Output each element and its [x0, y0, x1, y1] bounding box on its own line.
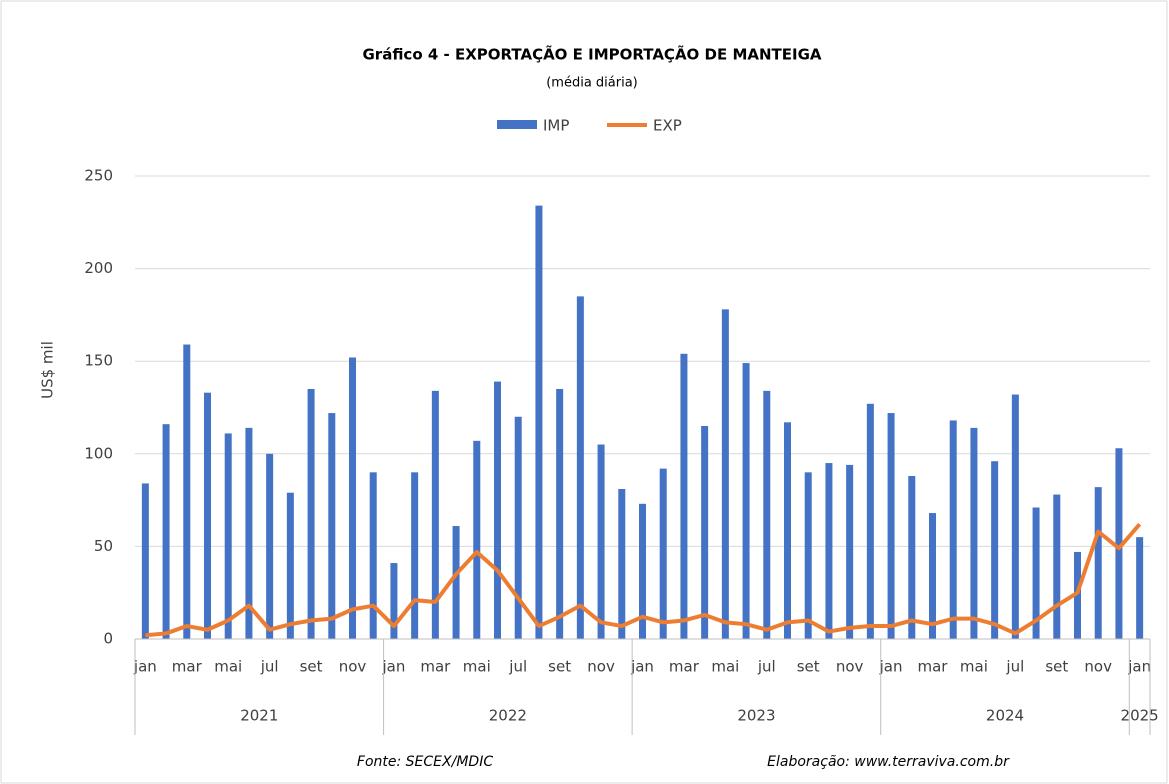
y-tick-label: 150: [84, 352, 113, 370]
bar: [659, 468, 667, 639]
bar: [494, 381, 501, 639]
bar: [452, 526, 460, 639]
bar: [328, 413, 336, 639]
bar: [183, 344, 191, 639]
legend-label: EXP: [653, 117, 682, 135]
bar: [721, 309, 729, 639]
bar: [266, 453, 274, 639]
bar: [431, 390, 439, 639]
bar: [908, 476, 916, 639]
bar: [224, 433, 232, 639]
x-tick-label: mai: [463, 658, 491, 676]
x-tick-label: mai: [960, 658, 988, 676]
bar: [804, 472, 812, 639]
bar: [390, 563, 398, 639]
year-label: 2024: [986, 707, 1024, 725]
bar: [411, 472, 419, 639]
bar: [245, 427, 253, 639]
x-tick-label: mar: [172, 658, 203, 676]
bar: [1136, 537, 1144, 639]
x-tick-label: mar: [420, 658, 451, 676]
x-tick-label: jan: [879, 658, 903, 676]
bar: [349, 357, 356, 639]
bar: [204, 392, 211, 639]
bar: [556, 388, 564, 639]
x-tick-label: set: [797, 658, 820, 676]
bar: [680, 353, 688, 639]
y-tick-label: 250: [84, 167, 113, 185]
bar: [970, 427, 978, 639]
bar: [1074, 551, 1081, 639]
bar: [1032, 507, 1040, 639]
source: Fonte: SECEX/MDIC: [357, 754, 493, 770]
bar: [887, 413, 895, 639]
year-label: 2021: [240, 707, 278, 725]
bar: [597, 444, 605, 639]
y-tick-label: 100: [84, 444, 113, 462]
bar: [763, 390, 771, 639]
x-tick-label: mai: [214, 658, 242, 676]
y-tick-label: 0: [103, 630, 113, 648]
chart-title: Gráfico 4 - EXPORTAÇÃO E IMPORTAÇÃO DE M…: [362, 45, 821, 64]
bar: [949, 420, 957, 639]
x-tick-label: mai: [711, 658, 739, 676]
credit: Elaboração: www.terraviva.com.br: [767, 754, 1010, 770]
x-tick-label: jul: [508, 658, 527, 676]
bar: [1115, 448, 1123, 639]
x-tick-label: jan: [133, 658, 157, 676]
x-tick-label: nov: [1084, 658, 1112, 676]
x-tick-label: jan: [1127, 658, 1151, 676]
x-tick-label: jul: [260, 658, 279, 676]
x-tick-label: set: [300, 658, 323, 676]
bar: [1094, 487, 1102, 639]
x-tick-label: mar: [918, 658, 949, 676]
x-tick-label: set: [548, 658, 571, 676]
x-tick-label: jan: [381, 658, 405, 676]
y-tick-label: 200: [84, 259, 113, 277]
bar: [701, 426, 709, 639]
legend-label: IMP: [543, 117, 569, 135]
y-tick-label: 50: [94, 537, 113, 555]
bar: [991, 461, 999, 639]
x-tick-label: nov: [339, 658, 367, 676]
bar: [618, 488, 626, 639]
year-label: 2023: [737, 707, 775, 725]
bar: [162, 424, 170, 639]
bar: [473, 440, 481, 639]
bar: [576, 296, 584, 639]
x-tick-label: mar: [669, 658, 700, 676]
bar: [784, 422, 791, 639]
year-label: 2025: [1121, 707, 1159, 725]
legend-swatch: [497, 120, 537, 129]
bar: [1011, 394, 1019, 639]
bar: [639, 503, 646, 639]
x-tick-label: nov: [587, 658, 615, 676]
bar: [307, 388, 315, 639]
line: [145, 522, 1142, 638]
x-tick-label: jul: [1005, 658, 1024, 676]
bar: [141, 483, 149, 639]
bar: [286, 492, 294, 639]
bar: [866, 403, 874, 639]
bar: [369, 472, 377, 639]
bar: [846, 464, 854, 639]
x-tick-label: nov: [836, 658, 864, 676]
x-tick-label: set: [1045, 658, 1068, 676]
bar: [929, 513, 936, 639]
bar: [742, 363, 750, 639]
bar: [514, 416, 522, 639]
y-axis-label: US$ mil: [39, 341, 57, 399]
bar: [825, 463, 833, 639]
year-label: 2022: [489, 707, 527, 725]
bar: [1053, 494, 1061, 639]
x-tick-label: jan: [630, 658, 654, 676]
bar: [535, 205, 543, 639]
chart-subtitle: (média diária): [546, 76, 638, 91]
x-tick-label: jul: [757, 658, 776, 676]
